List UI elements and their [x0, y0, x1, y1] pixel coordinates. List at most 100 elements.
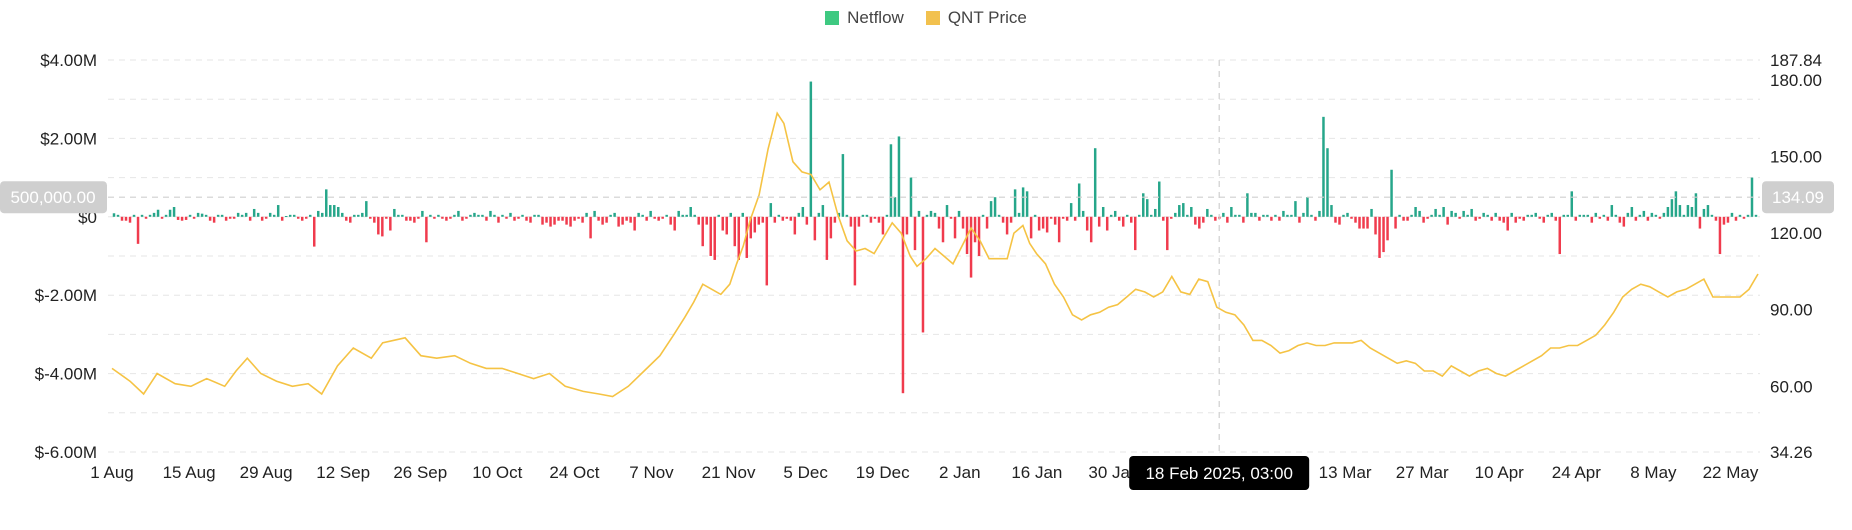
netflow-bar	[313, 216, 316, 247]
netflow-bar	[989, 201, 993, 217]
netflow-bar	[873, 216, 877, 219]
netflow-bar	[405, 216, 408, 221]
netflow-bar	[1302, 212, 1305, 217]
netflow-bar	[441, 216, 444, 219]
right-axis-tick-label: 60.00	[1770, 377, 1813, 396]
netflow-bar	[1430, 214, 1433, 217]
netflow-bar	[1534, 212, 1537, 217]
netflow-bar	[1486, 214, 1489, 217]
netflow-bar	[569, 216, 572, 227]
netflow-bar	[1546, 214, 1549, 217]
legend-item-qnt-price[interactable]: QNT Price	[925, 8, 1027, 28]
netflow-bar	[144, 216, 148, 219]
netflow-bar	[1061, 216, 1065, 219]
netflow-bar	[477, 214, 480, 217]
netflow-bar	[885, 214, 889, 217]
netflow-bar	[236, 212, 240, 217]
netflow-bar	[617, 216, 620, 227]
netflow-bar	[805, 216, 809, 225]
netflow-bar	[1550, 212, 1553, 217]
netflow-bar	[377, 216, 380, 235]
netflow-bar	[605, 216, 608, 223]
netflow-bar	[345, 216, 348, 221]
x-axis-tick-label: 10 Apr	[1475, 463, 1524, 482]
netflow-bar	[1718, 216, 1722, 255]
netflow-bar	[1350, 216, 1353, 219]
netflow-bar	[1246, 193, 1249, 217]
netflow-bar	[172, 207, 176, 217]
netflow-bar	[124, 216, 128, 221]
netflow-bar	[264, 216, 268, 219]
netflow-bar	[1266, 214, 1269, 217]
netflow-bar	[1510, 212, 1513, 217]
netflow-bar	[1606, 216, 1610, 221]
netflow-bar	[1109, 214, 1113, 217]
netflow-bar	[869, 216, 873, 223]
netflow-bar	[365, 201, 368, 217]
netflow-bar	[1666, 207, 1670, 217]
netflow-bar	[184, 216, 188, 220]
netflow-bar	[373, 216, 376, 223]
netflow-bar	[1586, 214, 1590, 217]
netflow-bar	[525, 216, 528, 221]
netflow-bar	[1678, 205, 1682, 217]
netflow-bar	[224, 216, 228, 221]
netflow-bar	[1742, 216, 1746, 219]
netflow-bar	[1113, 210, 1117, 217]
netflow-bar	[657, 216, 660, 221]
netflow-bar	[1554, 216, 1557, 221]
netflow-bar	[284, 216, 288, 218]
netflow-bar	[353, 214, 356, 217]
crosshair-right-value: 134.09	[1772, 188, 1824, 207]
netflow-bar	[272, 214, 276, 217]
x-axis-tick-label: 7 Nov	[629, 463, 674, 482]
netflow-bar	[1562, 214, 1566, 217]
netflow-bar	[513, 216, 516, 221]
netflow-bar	[861, 214, 865, 217]
netflow-bar	[1410, 214, 1413, 217]
netflow-bar	[196, 212, 200, 217]
netflow-bar	[1025, 191, 1029, 217]
netflow-bar	[1029, 216, 1033, 239]
netflow-bar	[765, 216, 769, 286]
netflow-bar	[1013, 189, 1017, 217]
netflow-bar	[1005, 216, 1009, 235]
netflow-bar	[773, 216, 777, 223]
netflow-bar	[1037, 216, 1041, 231]
netflow-bar	[621, 216, 624, 225]
netflow-bar	[465, 216, 468, 219]
netflow-bar	[1290, 214, 1293, 217]
netflow-bar	[549, 216, 552, 227]
netflow-bar	[1466, 214, 1469, 217]
netflow-bar	[961, 216, 965, 229]
netflow-bar	[533, 214, 536, 217]
netflow-bar	[1690, 207, 1694, 217]
netflow-bar	[645, 216, 648, 221]
netflow-bar	[865, 214, 869, 217]
netflow-bar	[1146, 199, 1149, 217]
netflow-bar	[809, 81, 813, 217]
netflow-bar	[849, 216, 853, 227]
netflow-bar	[1594, 212, 1598, 217]
netflow-bar	[817, 212, 821, 217]
netflow-bar	[1402, 216, 1405, 221]
netflow-bar	[325, 189, 328, 217]
crosshair-date-badge	[1129, 456, 1310, 490]
legend-item-netflow[interactable]: Netflow	[825, 8, 904, 28]
right-axis-tick-label: 187.84	[1770, 51, 1822, 70]
netflow-bar	[889, 144, 893, 217]
netflow-bar	[1017, 212, 1021, 217]
netflow-bar	[1166, 216, 1169, 251]
netflow-bar	[1117, 216, 1121, 221]
netflow-bar	[725, 216, 728, 235]
netflow-bar	[1362, 216, 1365, 229]
netflow-bar	[1286, 214, 1289, 217]
netflow-bar	[268, 212, 272, 217]
netflow-bar	[581, 216, 584, 223]
netflow-bar	[1045, 216, 1049, 233]
x-axis-tick-label: 15 Aug	[163, 463, 216, 482]
netflow-bar	[1670, 199, 1674, 217]
netflow-bar	[425, 216, 428, 243]
